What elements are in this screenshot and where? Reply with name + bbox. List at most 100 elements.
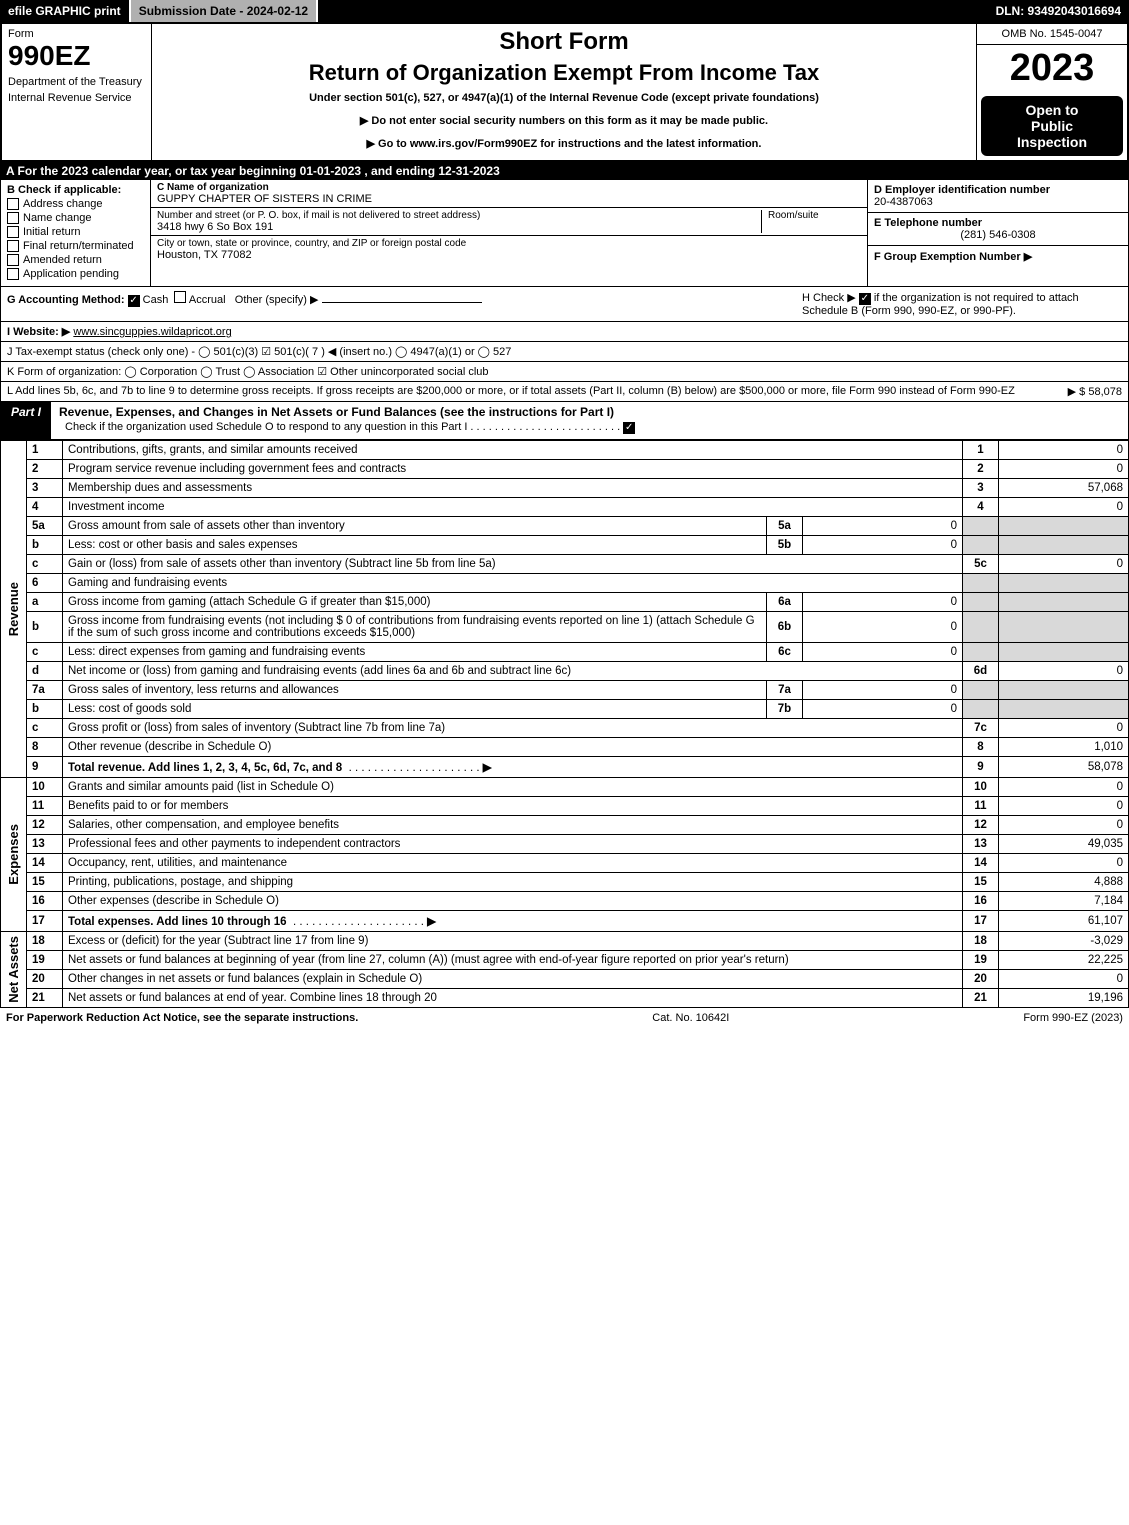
cb-address-change[interactable]: Address change bbox=[7, 198, 144, 210]
sub-ref: 6b bbox=[767, 612, 803, 643]
part1-label: Part I bbox=[1, 402, 51, 439]
org-name: GUPPY CHAPTER OF SISTERS IN CRIME bbox=[157, 193, 861, 205]
desc-text: Investment income bbox=[68, 501, 165, 513]
form-word: Form bbox=[8, 28, 145, 40]
desc-text: Less: direct expenses from gaming and fu… bbox=[68, 646, 365, 658]
desc-text: Contributions, gifts, grants, and simila… bbox=[68, 444, 358, 456]
desc-text: Other revenue (describe in Schedule O) bbox=[68, 741, 271, 753]
line-num: 7a bbox=[27, 681, 63, 700]
table-row: 14 Occupancy, rent, utilities, and maint… bbox=[1, 854, 1129, 873]
line-ref: 11 bbox=[963, 797, 999, 816]
line-val: 1,010 bbox=[999, 738, 1129, 757]
netassets-side-label: Net Assets bbox=[1, 932, 27, 1008]
line-ref: 4 bbox=[963, 498, 999, 517]
line-val: -3,029 bbox=[999, 932, 1129, 951]
line-desc: Printing, publications, postage, and shi… bbox=[63, 873, 963, 892]
desc-text: Gross amount from sale of assets other t… bbox=[68, 520, 345, 532]
desc-text: Less: cost of goods sold bbox=[68, 703, 191, 715]
desc-text: Gross profit or (loss) from sales of inv… bbox=[68, 722, 445, 734]
cb-label: Amended return bbox=[23, 254, 102, 266]
room-label: Room/suite bbox=[768, 210, 861, 221]
g-accrual: Accrual bbox=[189, 294, 226, 306]
line-num: b bbox=[27, 536, 63, 555]
line-num: 1 bbox=[27, 441, 63, 460]
netassets-rotate: Net Assets bbox=[6, 936, 21, 1003]
part1-title-text: Revenue, Expenses, and Changes in Net As… bbox=[59, 405, 614, 419]
line-val: 7,184 bbox=[999, 892, 1129, 911]
instr-ssn: ▶ Do not enter social security numbers o… bbox=[160, 114, 968, 127]
table-row: d Net income or (loss) from gaming and f… bbox=[1, 662, 1129, 681]
line-num: 13 bbox=[27, 835, 63, 854]
sub-ref: 7a bbox=[767, 681, 803, 700]
form-header: Form 990EZ Department of the Treasury In… bbox=[0, 22, 1129, 162]
line-ref: 3 bbox=[963, 479, 999, 498]
sub-ref: 6c bbox=[767, 643, 803, 662]
cb-final-return[interactable]: Final return/terminated bbox=[7, 240, 144, 252]
line-num: c bbox=[27, 719, 63, 738]
line-val: 0 bbox=[999, 719, 1129, 738]
phone-label: E Telephone number bbox=[874, 217, 1122, 229]
cb-label: Name change bbox=[23, 212, 92, 224]
line-num: 2 bbox=[27, 460, 63, 479]
desc-text: Excess or (deficit) for the year (Subtra… bbox=[68, 935, 368, 947]
line-num: 10 bbox=[27, 778, 63, 797]
line-ref: 21 bbox=[963, 989, 999, 1008]
desc-text: Benefits paid to or for members bbox=[68, 800, 228, 812]
desc-text: Other changes in net assets or fund bala… bbox=[68, 973, 422, 985]
line-desc: Other revenue (describe in Schedule O) bbox=[63, 738, 963, 757]
l-amount: ▶ $ 58,078 bbox=[1058, 385, 1122, 398]
subtitle: Under section 501(c), 527, or 4947(a)(1)… bbox=[160, 92, 968, 104]
check-icon: ✓ bbox=[859, 293, 871, 305]
line-num: 6 bbox=[27, 574, 63, 593]
table-row: Revenue 1 Contributions, gifts, grants, … bbox=[1, 441, 1129, 460]
header-left: Form 990EZ Department of the Treasury In… bbox=[2, 24, 152, 160]
line-ref: 5c bbox=[963, 555, 999, 574]
check-icon: ✓ bbox=[623, 422, 635, 434]
sub-ref: 5b bbox=[767, 536, 803, 555]
i-label: I Website: ▶ bbox=[7, 326, 70, 338]
table-row: 16 Other expenses (describe in Schedule … bbox=[1, 892, 1129, 911]
line-num: 15 bbox=[27, 873, 63, 892]
website-val: www.sincguppies.wildapricot.org bbox=[73, 326, 231, 338]
section-def: D Employer identification number 20-4387… bbox=[868, 180, 1128, 286]
street-label: Number and street (or P. O. box, if mail… bbox=[157, 210, 761, 221]
sub-val: 0 bbox=[803, 700, 963, 719]
shade-cell bbox=[963, 517, 999, 536]
b-title: B Check if applicable: bbox=[7, 184, 144, 196]
checkbox-icon bbox=[7, 212, 19, 224]
cb-application-pending[interactable]: Application pending bbox=[7, 268, 144, 280]
cb-label: Initial return bbox=[23, 226, 80, 238]
line-num: 8 bbox=[27, 738, 63, 757]
line-ref: 7c bbox=[963, 719, 999, 738]
line-desc: Program service revenue including govern… bbox=[63, 460, 963, 479]
checkbox-icon bbox=[7, 198, 19, 210]
line-desc: Net assets or fund balances at beginning… bbox=[63, 951, 963, 970]
city-block: City or town, state or province, country… bbox=[151, 236, 867, 263]
table-row: c Less: direct expenses from gaming and … bbox=[1, 643, 1129, 662]
inspection-line2: Public bbox=[1031, 118, 1073, 134]
cb-name-change[interactable]: Name change bbox=[7, 212, 144, 224]
shade-cell bbox=[999, 612, 1129, 643]
cb-initial-return[interactable]: Initial return bbox=[7, 226, 144, 238]
shade-cell bbox=[963, 574, 999, 593]
line-num: 12 bbox=[27, 816, 63, 835]
shade-cell bbox=[963, 536, 999, 555]
table-row: a Gross income from gaming (attach Sched… bbox=[1, 593, 1129, 612]
line-val: 0 bbox=[999, 460, 1129, 479]
table-row: c Gain or (loss) from sale of assets oth… bbox=[1, 555, 1129, 574]
line-g: G Accounting Method: ✓ Cash Accrual Othe… bbox=[7, 291, 802, 317]
line-val: 0 bbox=[999, 797, 1129, 816]
desc-text: Less: cost or other basis and sales expe… bbox=[68, 539, 298, 551]
desc-text: Program service revenue including govern… bbox=[68, 463, 406, 475]
desc-text: Net income or (loss) from gaming and fun… bbox=[68, 665, 571, 677]
line-g-h: G Accounting Method: ✓ Cash Accrual Othe… bbox=[0, 287, 1129, 322]
cb-amended-return[interactable]: Amended return bbox=[7, 254, 144, 266]
line-desc: Gross amount from sale of assets other t… bbox=[63, 517, 767, 536]
line-desc: Salaries, other compensation, and employ… bbox=[63, 816, 963, 835]
line-k: K Form of organization: ◯ Corporation ◯ … bbox=[0, 362, 1129, 382]
street-val: 3418 hwy 6 So Box 191 bbox=[157, 221, 761, 233]
table-row: 7a Gross sales of inventory, less return… bbox=[1, 681, 1129, 700]
line-a: A For the 2023 calendar year, or tax yea… bbox=[0, 162, 1129, 180]
inspection-box: Open to Public Inspection bbox=[981, 96, 1123, 156]
line-val: 19,196 bbox=[999, 989, 1129, 1008]
